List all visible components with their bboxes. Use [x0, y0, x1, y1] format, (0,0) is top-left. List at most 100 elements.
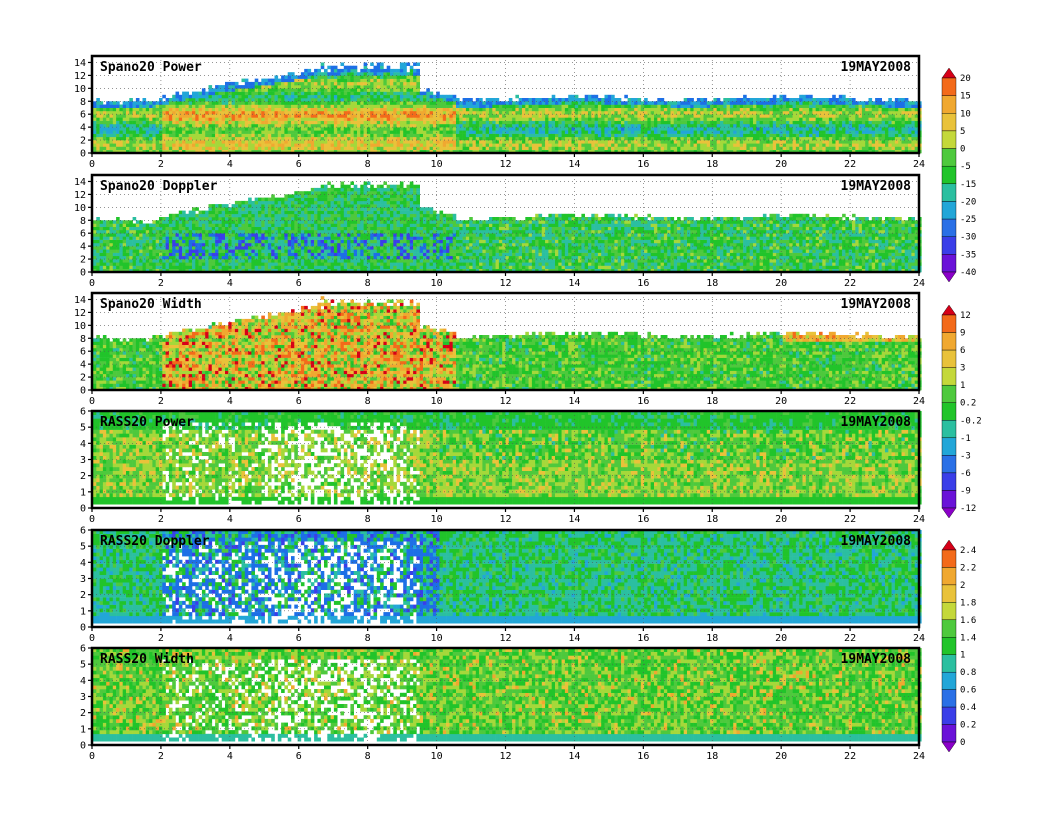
- y-tick-label: 1: [80, 487, 86, 498]
- colorbar-swatch: [942, 149, 956, 167]
- x-tick-label: 2: [158, 278, 164, 289]
- panel-title: Spano20 Power: [100, 60, 202, 75]
- colorbar-swatch: [942, 707, 956, 724]
- colorbar-swatch: [942, 602, 956, 619]
- colorbar-label: 1.6: [960, 616, 976, 626]
- y-tick-label: 2: [80, 708, 86, 719]
- x-tick-label: 22: [844, 514, 856, 525]
- heatmap-cells: [93, 530, 922, 624]
- heatmap-cells: [93, 182, 922, 273]
- x-tick-label: 16: [637, 278, 649, 289]
- y-tick-label: 0: [80, 149, 86, 160]
- colorbar-swatch: [942, 672, 956, 689]
- colorbar-arrow-bottom: [942, 508, 956, 518]
- x-tick-label: 12: [499, 396, 511, 407]
- x-tick-label: 12: [499, 159, 511, 170]
- x-tick-label: 14: [568, 159, 580, 170]
- y-tick-label: 2: [80, 373, 86, 384]
- x-tick-label: 4: [227, 396, 233, 407]
- y-tick-label: 12: [74, 71, 86, 82]
- x-tick-label: 24: [913, 278, 925, 289]
- x-tick-label: 16: [637, 396, 649, 407]
- y-tick-label: 2: [80, 255, 86, 266]
- panel-title: RASS20 Doppler: [100, 534, 210, 549]
- y-tick-label: 3: [80, 455, 86, 466]
- x-tick-label: 2: [158, 633, 164, 644]
- y-tick-label: 0: [80, 386, 86, 397]
- x-tick-label: 10: [431, 159, 443, 170]
- y-tick-label: 4: [80, 360, 86, 371]
- y-tick-label: 4: [80, 123, 86, 134]
- colorbar-label: 10: [960, 109, 971, 119]
- colorbar-label: 6: [960, 346, 965, 356]
- y-tick-label: 10: [74, 84, 86, 95]
- colorbar-swatch: [942, 403, 956, 421]
- y-tick-label: 8: [80, 334, 86, 345]
- colorbar-swatch: [942, 637, 956, 654]
- y-tick-label: 0: [80, 268, 86, 279]
- y-tick-label: 6: [80, 347, 86, 358]
- x-tick-label: 12: [499, 278, 511, 289]
- colorbar-swatch: [942, 550, 956, 567]
- colorbar-label: -20: [960, 197, 976, 207]
- colorbar-swatch: [942, 368, 956, 386]
- x-tick-label: 24: [913, 514, 925, 525]
- colorbar-swatch: [942, 567, 956, 584]
- colorbar-label: -6: [960, 469, 971, 479]
- colorbar-swatch: [942, 455, 956, 473]
- x-tick-label: 8: [365, 278, 371, 289]
- x-tick-label: 14: [568, 514, 580, 525]
- figure: 0 2 4 6 8 10 12 14 16 18 20 22 2402468101214 Spano20 …: [0, 0, 1056, 816]
- x-tick-label: 0: [89, 159, 95, 170]
- y-tick-label: 3: [80, 574, 86, 585]
- colorbar-swatch: [942, 473, 956, 491]
- colorbar-label: 0.4: [960, 703, 976, 713]
- x-tick-label: 6: [296, 633, 302, 644]
- x-tick-label: 22: [844, 278, 856, 289]
- y-tick-label: 0: [80, 623, 86, 634]
- colorbar-swatch: [942, 219, 956, 237]
- x-tick-label: 6: [296, 751, 302, 762]
- colorbar-arrow-top: [942, 540, 956, 550]
- colorbar-label: 9: [960, 329, 965, 339]
- colorbar-label: -9: [960, 486, 971, 496]
- x-tick-label: 6: [296, 396, 302, 407]
- x-tick-label: 0: [89, 514, 95, 525]
- colorbar-label: 0.8: [960, 668, 976, 678]
- y-tick-label: 4: [80, 558, 86, 569]
- colorbar-label: 3: [960, 364, 965, 374]
- y-tick-label: 6: [80, 110, 86, 121]
- colorbar-swatch: [942, 438, 956, 456]
- colorbar-swatch: [942, 385, 956, 403]
- y-tick-label: 4: [80, 242, 86, 253]
- panel-date: 19MAY2008: [841, 60, 912, 75]
- colorbar-label: 0.2: [960, 399, 976, 409]
- x-tick-label: 10: [431, 514, 443, 525]
- panel-title: Spano20 Width: [100, 297, 202, 312]
- x-tick-label: 12: [499, 751, 511, 762]
- x-tick-label: 0: [89, 396, 95, 407]
- x-tick-label: 18: [706, 159, 718, 170]
- x-tick-label: 2: [158, 396, 164, 407]
- y-tick-label: 12: [74, 308, 86, 319]
- colorbar-swatch: [942, 201, 956, 219]
- y-tick-label: 0: [80, 741, 86, 752]
- x-tick-label: 4: [227, 514, 233, 525]
- panel-date: 19MAY2008: [841, 652, 912, 667]
- x-tick-label: 22: [844, 751, 856, 762]
- x-tick-label: 8: [365, 633, 371, 644]
- colorbar-3: 2.42.221.81.61.410.80.60.40.20: [942, 540, 976, 752]
- x-tick-label: 10: [431, 278, 443, 289]
- y-tick-label: 5: [80, 660, 86, 671]
- x-tick-label: 4: [227, 751, 233, 762]
- x-tick-label: 8: [365, 751, 371, 762]
- y-tick-label: 6: [80, 526, 86, 537]
- x-tick-label: 14: [568, 396, 580, 407]
- colorbar-label: 2.2: [960, 563, 976, 573]
- x-tick-label: 24: [913, 633, 925, 644]
- colorbar-swatch: [942, 333, 956, 351]
- heatmap-cells: [93, 411, 922, 505]
- colorbar-label: -15: [960, 180, 976, 190]
- y-tick-label: 14: [74, 58, 86, 69]
